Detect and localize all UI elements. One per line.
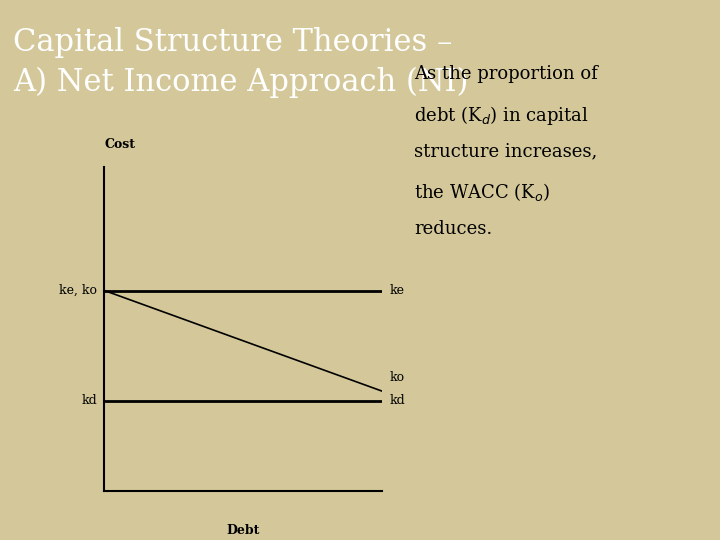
Text: reduces.: reduces.	[414, 220, 492, 238]
Text: Debt: Debt	[226, 524, 260, 537]
Text: debt (K$_d$) in capital: debt (K$_d$) in capital	[414, 104, 589, 127]
Text: ko: ko	[390, 372, 405, 384]
Text: Cost: Cost	[104, 138, 135, 151]
Text: Capital Structure Theories –
A) Net Income Approach (NI): Capital Structure Theories – A) Net Inco…	[13, 27, 468, 98]
Text: kd: kd	[390, 394, 405, 407]
Text: As the proportion of: As the proportion of	[414, 65, 598, 83]
Text: kd: kd	[81, 394, 97, 407]
Text: ke, ko: ke, ko	[59, 284, 97, 297]
Text: structure increases,: structure increases,	[414, 143, 598, 160]
Text: ke: ke	[390, 284, 405, 297]
Text: the WACC (K$_o$): the WACC (K$_o$)	[414, 181, 551, 204]
